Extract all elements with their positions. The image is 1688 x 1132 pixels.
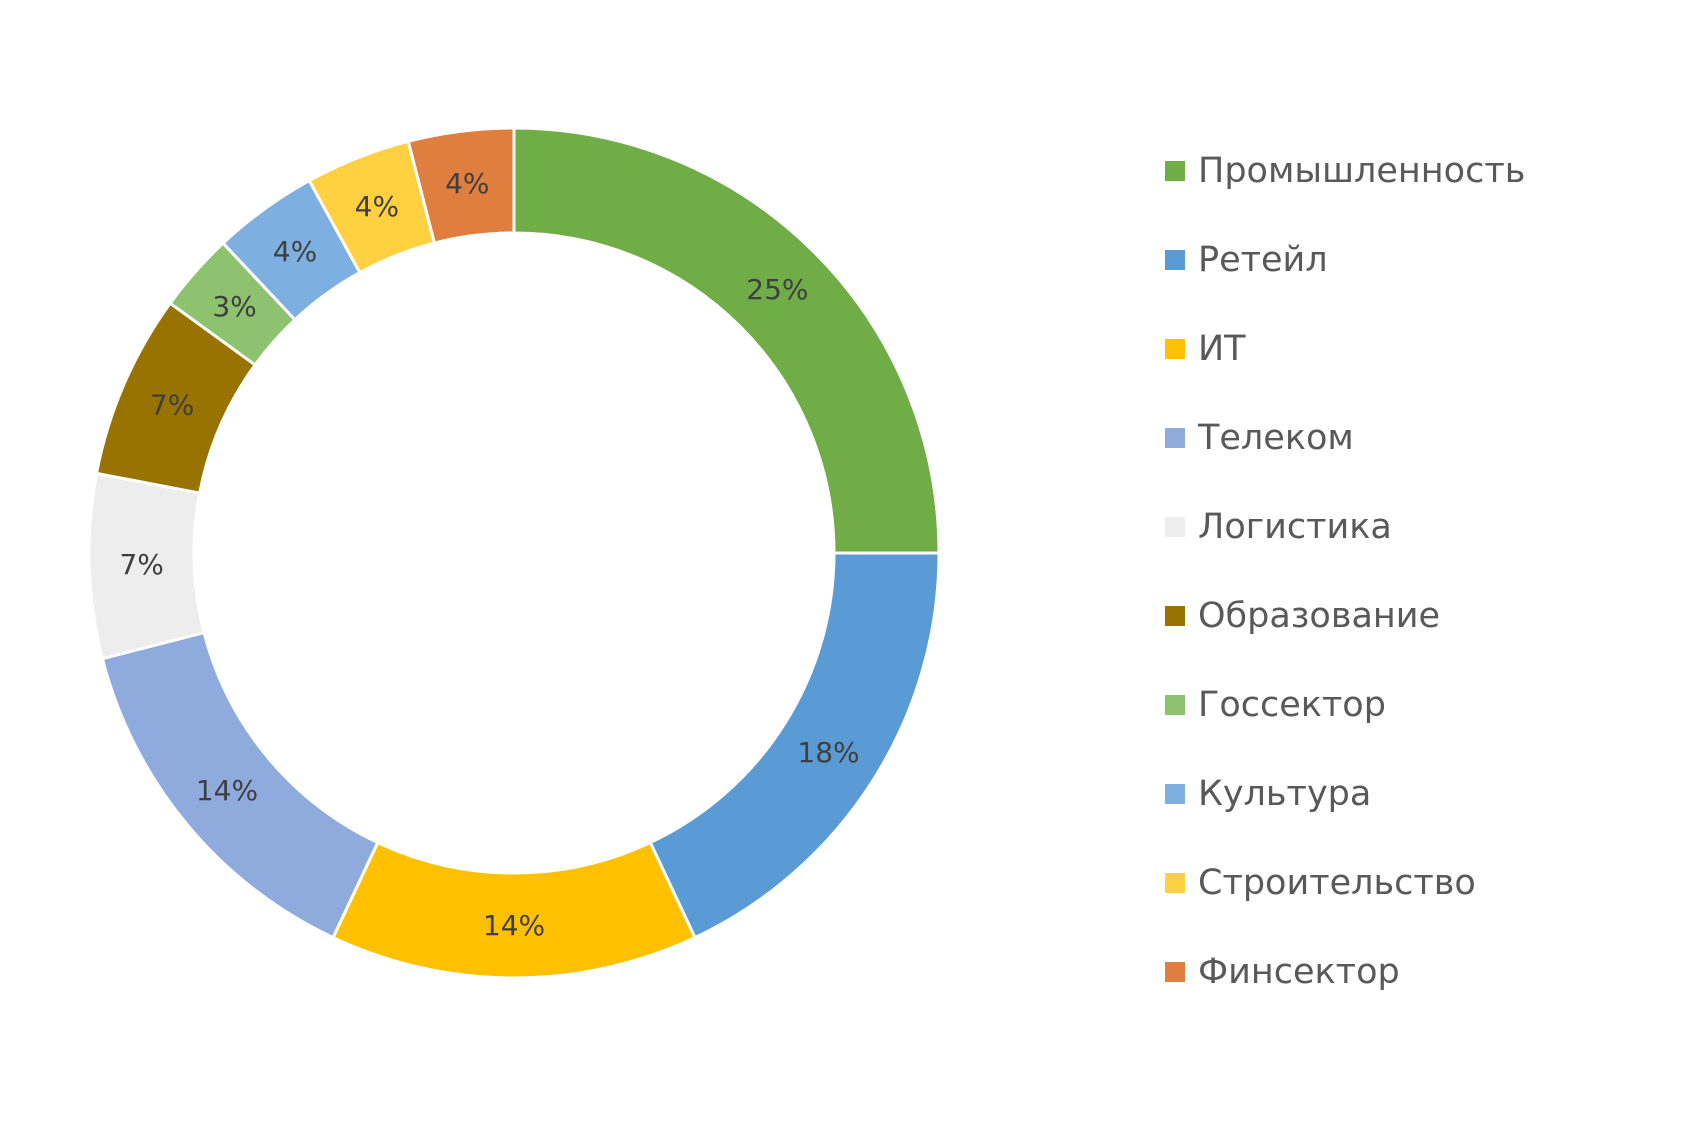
legend-swatch-6 [1165,606,1185,626]
legend-item-2: Ретейл [1165,240,1328,280]
legend-swatch-4 [1165,428,1185,448]
legend-swatch-9 [1165,873,1185,893]
data-labels: 25% 18% 14% 14% 7% 7% 3% 4% 4% 4% [119,167,859,942]
legend: Промышленность Ретейл ИТ Телеком Логистика Об… [1165,151,1525,992]
legend-item-5: Логистика [1165,507,1392,547]
data-label-8: 4% [273,235,317,268]
legend-swatch-1 [1165,161,1185,181]
doughnut-slices [87,126,941,980]
legend-item-8: Культура [1165,774,1371,814]
legend-item-10: Финсектор [1165,952,1400,992]
data-label-4: 14% [196,774,258,807]
data-label-9: 4% [355,190,399,223]
legend-item-9: Строительство [1165,863,1476,903]
data-label-10: 4% [445,167,489,200]
legend-swatch-7 [1165,695,1185,715]
data-label-5: 7% [119,548,163,581]
slice-2 [648,551,941,940]
legend-label-2: Ретейл [1198,240,1328,280]
slice-1 [512,126,941,555]
legend-item-6: Образование [1165,596,1440,636]
slice-10 [406,126,516,245]
legend-swatch-5 [1165,517,1185,537]
data-label-3: 14% [483,909,545,942]
legend-label-1: Промышленность [1198,151,1525,191]
legend-item-1: Промышленность [1165,151,1525,191]
legend-label-5: Логистика [1198,507,1392,547]
legend-label-8: Культура [1198,774,1371,814]
data-label-2: 18% [797,736,859,769]
data-label-1: 25% [746,273,808,306]
legend-swatch-10 [1165,962,1185,982]
legend-swatch-8 [1165,784,1185,804]
legend-label-10: Финсектор [1198,952,1400,992]
legend-item-7: Госсектор [1165,685,1386,725]
data-label-6: 7% [150,389,194,422]
legend-swatch-3 [1165,339,1185,359]
legend-item-3: ИТ [1165,329,1246,369]
legend-label-3: ИТ [1198,329,1246,369]
legend-item-4: Телеком [1165,418,1354,458]
legend-label-9: Строительство [1198,863,1476,903]
legend-swatch-2 [1165,250,1185,270]
legend-label-4: Телеком [1197,418,1354,458]
legend-label-7: Госсектор [1198,685,1386,725]
legend-label-6: Образование [1198,596,1440,636]
data-label-7: 3% [212,290,256,323]
